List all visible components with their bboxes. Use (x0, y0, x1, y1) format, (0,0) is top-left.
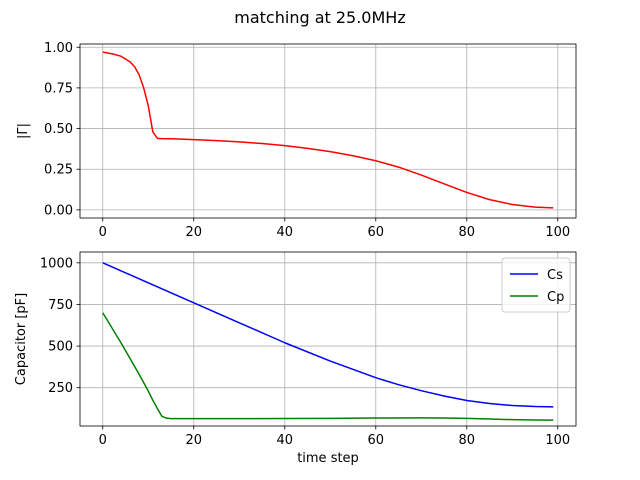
x-tick-label: 60 (368, 225, 385, 240)
y-tick-label: 0.75 (44, 81, 73, 96)
legend-box (501, 257, 571, 313)
series-line-cp (102, 312, 554, 421)
axes-frame (79, 43, 577, 219)
x-tick-label: 0 (99, 433, 107, 448)
legend-label-cs: Cs (547, 268, 563, 283)
y-tick-label: 1000 (40, 256, 73, 271)
y-tick-label: 1.00 (44, 41, 73, 56)
legend-label-cp: Cp (547, 290, 564, 305)
gamma-subplot: 0 20 40 60 80 100 0.00 0.25 0.50 0.75 1.00 |Γ| (16, 41, 577, 240)
y-tick-label: 750 (48, 298, 73, 313)
x-tick-label: 100 (545, 225, 570, 240)
y-tick-label: 500 (48, 340, 73, 355)
x-tick-label: 100 (545, 433, 570, 448)
x-tick-label: 0 (99, 225, 107, 240)
legend: Cs Cp (501, 257, 571, 313)
axes-frame (79, 251, 577, 427)
figure-title: matching at 25.0MHz (234, 8, 405, 27)
series-line-cs (102, 262, 554, 408)
x-tick-label: 20 (185, 225, 202, 240)
x-tick-label: 60 (368, 433, 385, 448)
y-tick-label: 250 (48, 381, 73, 396)
x-tick-label: 80 (459, 225, 476, 240)
y-axis-label: |Γ| (16, 123, 31, 139)
x-tick-label: 40 (276, 225, 293, 240)
series-line-s0 (102, 51, 554, 209)
x-axis-label: time step (297, 451, 359, 466)
y-axis-label: Capacitor [pF] (14, 293, 29, 385)
y-tick-label: 0.00 (44, 203, 73, 218)
x-tick-label: 20 (185, 433, 202, 448)
capacitor-subplot: 0 20 40 60 80 100 250 500 750 1000 Capacitor [pF] t… (14, 251, 577, 466)
x-tick-label: 80 (459, 433, 476, 448)
y-tick-label: 0.50 (44, 122, 73, 137)
x-tick-label: 40 (276, 433, 293, 448)
y-tick-label: 0.25 (44, 163, 73, 178)
